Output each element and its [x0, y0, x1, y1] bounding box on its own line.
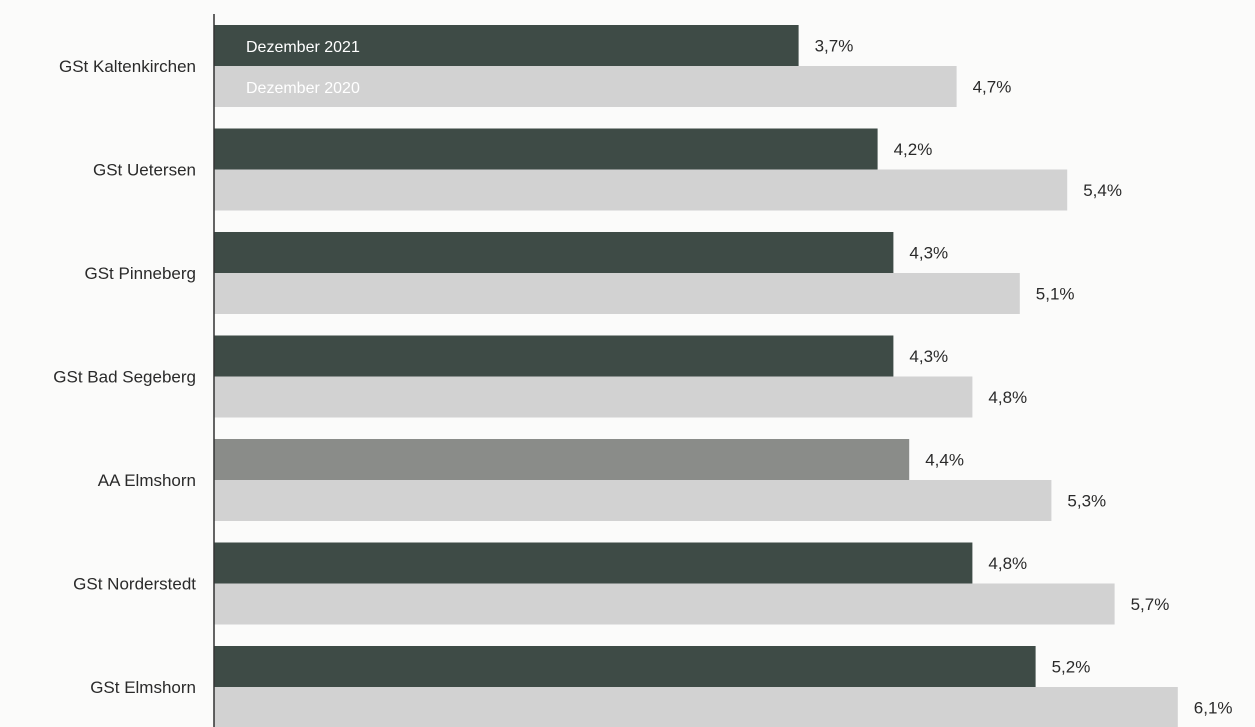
- category-label-gst-pinneberg: GSt Pinneberg: [84, 264, 196, 283]
- value-label-2021-gst-kaltenkirchen: 3,7%: [815, 37, 854, 56]
- value-label-2020-gst-kaltenkirchen: 4,7%: [973, 78, 1012, 97]
- bar-2021-gst-norderstedt: [214, 542, 973, 584]
- bar-2020-gst-elmshorn: [214, 687, 1178, 727]
- bar-2021-gst-pinneberg: [214, 232, 894, 273]
- legend-label-2020: Dezember 2020: [246, 80, 360, 97]
- category-label-gst-kaltenkirchen: GSt Kaltenkirchen: [59, 57, 196, 76]
- value-label-2021-aa-elmshorn: 4,4%: [925, 451, 964, 470]
- value-label-2020-gst-uetersen: 5,4%: [1083, 181, 1122, 200]
- value-label-2020-gst-elmshorn: 6,1%: [1194, 699, 1233, 718]
- category-label-gst-bad-segeberg: GSt Bad Segeberg: [53, 368, 196, 387]
- category-label-aa-elmshorn: AA Elmshorn: [98, 471, 196, 490]
- bar-2020-gst-uetersen: [214, 169, 1068, 211]
- bar-2021-gst-uetersen: [214, 128, 878, 170]
- value-label-2020-gst-bad-segeberg: 4,8%: [988, 388, 1027, 407]
- value-label-2021-gst-bad-segeberg: 4,3%: [909, 347, 948, 366]
- category-label-gst-norderstedt: GSt Norderstedt: [73, 575, 196, 594]
- value-label-2020-gst-pinneberg: 5,1%: [1036, 285, 1075, 304]
- bar-2020-aa-elmshorn: [214, 480, 1052, 521]
- legend-label-2021: Dezember 2021: [246, 39, 360, 56]
- bar-2021-gst-bad-segeberg: [214, 335, 894, 377]
- bar-2020-gst-pinneberg: [214, 273, 1020, 314]
- value-label-2021-gst-pinneberg: 4,3%: [909, 244, 948, 263]
- bar-2020-gst-norderstedt: [214, 583, 1115, 625]
- value-label-2020-aa-elmshorn: 5,3%: [1067, 492, 1106, 511]
- bar-2021-aa-elmshorn: [214, 439, 910, 480]
- value-label-2021-gst-elmshorn: 5,2%: [1052, 658, 1091, 677]
- bar-2021-gst-elmshorn: [214, 646, 1036, 687]
- category-label-gst-uetersen: GSt Uetersen: [93, 161, 196, 180]
- value-label-2020-gst-norderstedt: 5,7%: [1131, 595, 1170, 614]
- category-label-gst-elmshorn: GSt Elmshorn: [90, 678, 196, 697]
- value-label-2021-gst-uetersen: 4,2%: [894, 140, 933, 159]
- bar-2020-gst-bad-segeberg: [214, 376, 973, 418]
- bar-2021-gst-kaltenkirchen: [214, 25, 799, 66]
- value-label-2021-gst-norderstedt: 4,8%: [988, 554, 1027, 573]
- bar-2020-gst-kaltenkirchen: [214, 66, 957, 107]
